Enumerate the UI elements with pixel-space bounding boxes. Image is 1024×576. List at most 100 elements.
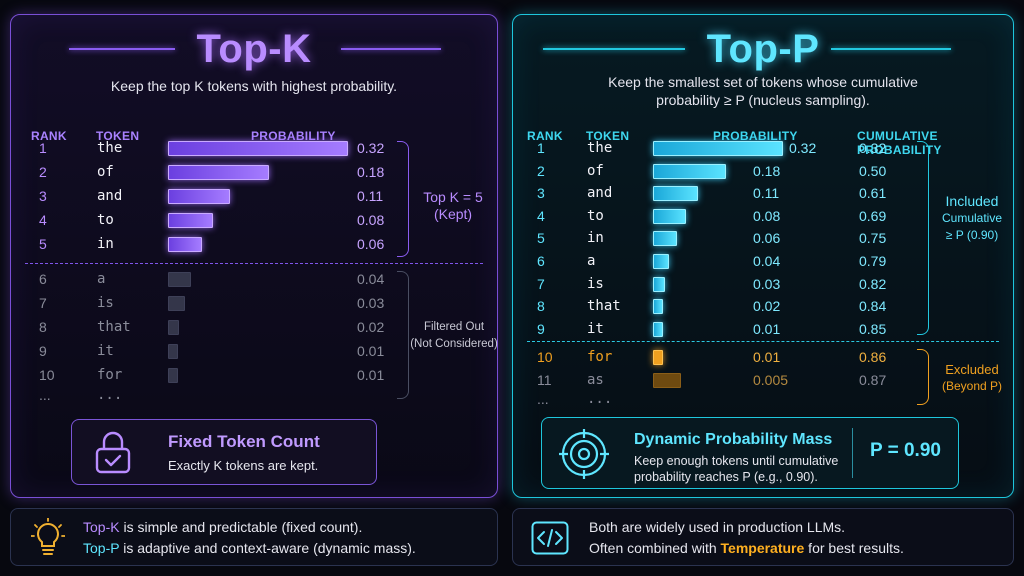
token-cell: a [97,271,106,287]
kept-label: Top K = 5 (Kept) [413,189,493,223]
table-row: 3 and 0.11 [11,185,497,207]
topp-info-text-line1: Keep enough tokens until cumulative [634,454,839,468]
cumulative-value: 0.86 [859,349,887,365]
probability-value: 0.01 [753,320,781,337]
probability-bar [168,344,178,359]
p-value: P = 0.90 [870,440,941,461]
cumulative-value: 0.69 [859,207,887,224]
probability-bar [653,208,686,224]
table-row: 8 that 0.02 0.84 [513,295,1013,317]
lock-check-icon [95,431,131,474]
token-cell: is [587,275,604,292]
table-row: 1 the 0.32 [11,137,497,159]
bottom-right-line2: Often combined with Temperature for best… [589,538,904,559]
table-row: 6 a 0.04 0.79 [513,250,1013,272]
topp-info-text-line2: probability reaches P (e.g., 0.90). [634,470,818,484]
table-row: 10 for 0.01 [11,364,497,386]
table-row: 4 to 0.08 [11,209,497,231]
cumulative-value: 0.84 [859,298,887,315]
rank-cell: 9 [39,343,47,359]
table-row: 8 that 0.02 [11,316,497,338]
table-row: 4 to 0.08 0.69 [513,205,1013,227]
rank-cell: 7 [537,275,545,292]
probability-value: 0.02 [357,319,385,335]
probability-bar [168,296,185,311]
token-cell: to [97,212,114,228]
bottom-right-line1: Both are widely used in production LLMs. [589,519,846,535]
table-row: 10 for 0.01 0.86 [513,346,1013,368]
kept-label-line2: (Kept) [433,206,473,222]
cumulative-value: 0.75 [859,230,887,247]
topk-header-probability: PROBABILITY [251,129,336,143]
topp-panel: Top-P Keep the smallest set of tokens wh… [512,14,1014,498]
probability-value: 0.32 [789,140,817,156]
topk-subtitle: Keep the top K tokens with highest proba… [110,78,398,94]
probability-bar [653,321,663,337]
probability-value: 0.01 [357,367,385,383]
rank-cell: 3 [537,185,545,202]
topk-info-title: Fixed Token Count [168,432,320,451]
topk-header-rank: RANK [31,129,67,143]
probability-value: 0.03 [753,275,781,292]
temperature-highlight: Temperature [720,540,805,556]
probability-bar [653,373,681,388]
token-cell: the [97,140,123,156]
token-cell: is [97,295,114,311]
code-icon [531,521,569,555]
kept-label-line1: Top K = 5 [423,189,483,205]
target-icon [559,429,609,479]
cumulative-value: 0.32 [859,140,887,156]
topk-info-text: Exactly K tokens are kept. [168,458,319,473]
token-cell: it [97,343,114,359]
token-cell: the [587,140,613,156]
rank-cell: 2 [537,162,545,179]
cumulative-value: 0.61 [859,185,887,202]
topp-subtitle: Keep the smallest set of tokens whose cu… [513,73,1013,109]
table-row: ...... [11,387,497,410]
probability-bar [653,141,783,156]
title-line-left [543,48,685,50]
token-cell: of [587,162,604,179]
table-row: 7 is 0.03 [11,292,497,314]
probability-value: 0.08 [357,212,385,228]
rank-cell: 4 [537,207,545,224]
topp-subtitle-line1: Keep the smallest set of tokens whose cu… [608,74,918,90]
token-cell: for [587,349,613,365]
token-cell: a [587,253,596,269]
probability-bar [168,368,178,383]
table-row: 2 of 0.18 [11,161,497,183]
probability-value: 0.03 [357,295,385,311]
rank-cell: 10 [537,349,553,365]
topk-title: Top-K [196,27,312,71]
probability-bar [168,189,230,204]
info-divider [852,428,853,478]
token-cell: and [587,185,613,202]
topp-subtitle-line2: probability ≥ P (nucleus sampling). [656,92,870,108]
excluded-label: Excluded (Beyond P) [931,361,1013,395]
probability-bar [653,163,727,179]
probability-value: 0.06 [357,236,385,252]
rank-cell: 4 [39,212,47,228]
probability-value: 0.11 [357,188,384,204]
temperature-pre: Often combined with [589,540,721,556]
included-label-line2: Cumulative [941,211,1003,225]
rank-cell: 7 [39,295,47,311]
token-cell: of [97,164,114,180]
topk-info-box: Fixed Token Count Exactly K tokens are k… [71,419,377,485]
table-row: 5 in 0.06 [11,233,497,255]
token-cell: in [97,236,114,252]
included-label-line1: Included [945,193,999,209]
probability-bar [653,350,663,365]
bottom-right-note: Both are widely used in production LLMs.… [512,508,1014,566]
cumulative-value: 0.50 [859,162,887,179]
topk-highlight: Top-K [83,519,120,535]
probability-value: 0.06 [753,230,781,247]
probability-bar [653,276,666,292]
table-row: 7 is 0.03 0.82 [513,273,1013,295]
token-cell: and [97,188,123,204]
probability-bar [653,231,678,247]
filtered-label: Filtered Out (Not Considered) [409,319,499,353]
probability-bar [168,213,213,228]
bottom-left-line1: Top-K is simple and predictable (fixed c… [83,517,362,538]
rank-cell: 1 [537,140,545,156]
